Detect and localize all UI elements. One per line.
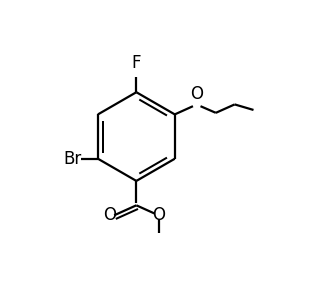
Text: Br: Br (63, 150, 82, 168)
Text: O: O (190, 85, 204, 103)
Text: O: O (103, 206, 116, 224)
Text: F: F (132, 54, 141, 72)
Text: O: O (152, 206, 165, 224)
